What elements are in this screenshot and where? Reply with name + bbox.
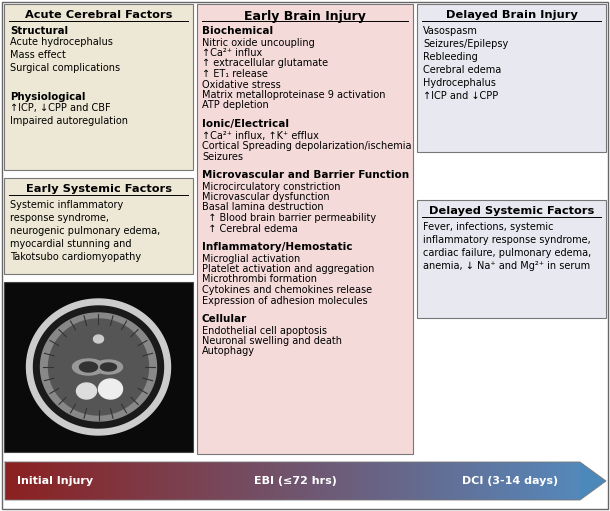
Text: ↑Ca²⁺ influx, ↑K⁺ efflux: ↑Ca²⁺ influx, ↑K⁺ efflux [202,130,319,141]
Text: Delayed Systemic Factors: Delayed Systemic Factors [429,206,594,216]
Text: Expression of adhesion molecules: Expression of adhesion molecules [202,295,368,306]
Text: Basal lamina destruction: Basal lamina destruction [202,202,324,213]
Polygon shape [40,313,157,421]
FancyBboxPatch shape [4,4,193,170]
Text: Acute hydrocephalus
Mass effect
Surgical complications: Acute hydrocephalus Mass effect Surgical… [10,37,120,73]
Text: Platelet activation and aggregation: Platelet activation and aggregation [202,264,375,274]
Polygon shape [580,462,606,500]
Text: Matrix metalloproteinase 9 activation: Matrix metalloproteinase 9 activation [202,90,386,100]
Text: Vasospasm
Seizures/Epilepsy
Rebleeding
Cerebral edema
Hydrocephalus
↑ICP and ↓CP: Vasospasm Seizures/Epilepsy Rebleeding C… [423,26,508,101]
Text: Early Brain Injury: Early Brain Injury [244,10,366,23]
Polygon shape [34,306,163,428]
Polygon shape [93,335,104,343]
Text: ↑Ca²⁺ influx: ↑Ca²⁺ influx [202,48,262,58]
Text: ↑ Cerebral edema: ↑ Cerebral edema [202,223,298,234]
Text: Physiological: Physiological [10,92,85,102]
Text: Acute Cerebral Factors: Acute Cerebral Factors [25,10,172,20]
Text: Microvascular and Barrier Function: Microvascular and Barrier Function [202,170,409,180]
Text: Microcirculatory constriction: Microcirculatory constriction [202,181,340,192]
Polygon shape [101,363,117,371]
Polygon shape [49,319,148,415]
Text: Nitric oxide uncoupling: Nitric oxide uncoupling [202,37,315,48]
Polygon shape [79,362,98,372]
Text: Microthrombi formation: Microthrombi formation [202,274,317,285]
Text: ↑ Blood brain barrier permeability: ↑ Blood brain barrier permeability [202,213,376,223]
Text: Cortical Spreading depolarization/ischemia: Cortical Spreading depolarization/ischem… [202,141,412,151]
Polygon shape [26,299,171,435]
Text: ↑ ET₁ release: ↑ ET₁ release [202,69,268,79]
Text: Early Systemic Factors: Early Systemic Factors [26,184,171,194]
Text: ATP depletion: ATP depletion [202,101,269,110]
Polygon shape [98,379,123,399]
Text: Microglial activation: Microglial activation [202,253,300,264]
FancyBboxPatch shape [197,4,413,454]
Text: Oxidative stress: Oxidative stress [202,80,281,89]
Text: Cellular: Cellular [202,314,247,324]
Text: Cytokines and chemokines release: Cytokines and chemokines release [202,285,372,295]
Polygon shape [76,383,96,399]
Text: Ionic/Electrical: Ionic/Electrical [202,119,289,129]
Text: Autophagy: Autophagy [202,346,255,357]
Text: Systemic inflammatory
response syndrome,
neurogenic pulmonary edema,
myocardial : Systemic inflammatory response syndrome,… [10,200,160,262]
FancyBboxPatch shape [4,178,193,274]
Text: ↑ extracellular glutamate: ↑ extracellular glutamate [202,58,328,68]
Text: Inflammatory/Hemostatic: Inflammatory/Hemostatic [202,242,353,252]
Text: Fever, infections, systemic
inflammatory response syndrome,
cardiac failure, pul: Fever, infections, systemic inflammatory… [423,222,591,271]
Text: Structural: Structural [10,26,68,36]
Text: Delayed Brain Injury: Delayed Brain Injury [445,10,578,20]
Text: Biochemical: Biochemical [202,26,273,36]
FancyBboxPatch shape [417,200,606,318]
Polygon shape [73,359,104,375]
Text: DCI (3-14 days): DCI (3-14 days) [462,476,558,486]
FancyBboxPatch shape [417,4,606,152]
Text: Initial Injury: Initial Injury [17,476,93,486]
Text: EBI (≤72 hrs): EBI (≤72 hrs) [254,476,337,486]
Text: ↑ICP, ↓CPP and CBF
Impaired autoregulation: ↑ICP, ↓CPP and CBF Impaired autoregulati… [10,103,128,126]
FancyBboxPatch shape [4,282,193,452]
Text: Microvascular dysfunction: Microvascular dysfunction [202,192,329,202]
Polygon shape [95,360,123,374]
Text: Endothelial cell apoptosis: Endothelial cell apoptosis [202,326,327,336]
Text: Neuronal swelling and death: Neuronal swelling and death [202,336,342,346]
Text: Seizures: Seizures [202,151,243,161]
